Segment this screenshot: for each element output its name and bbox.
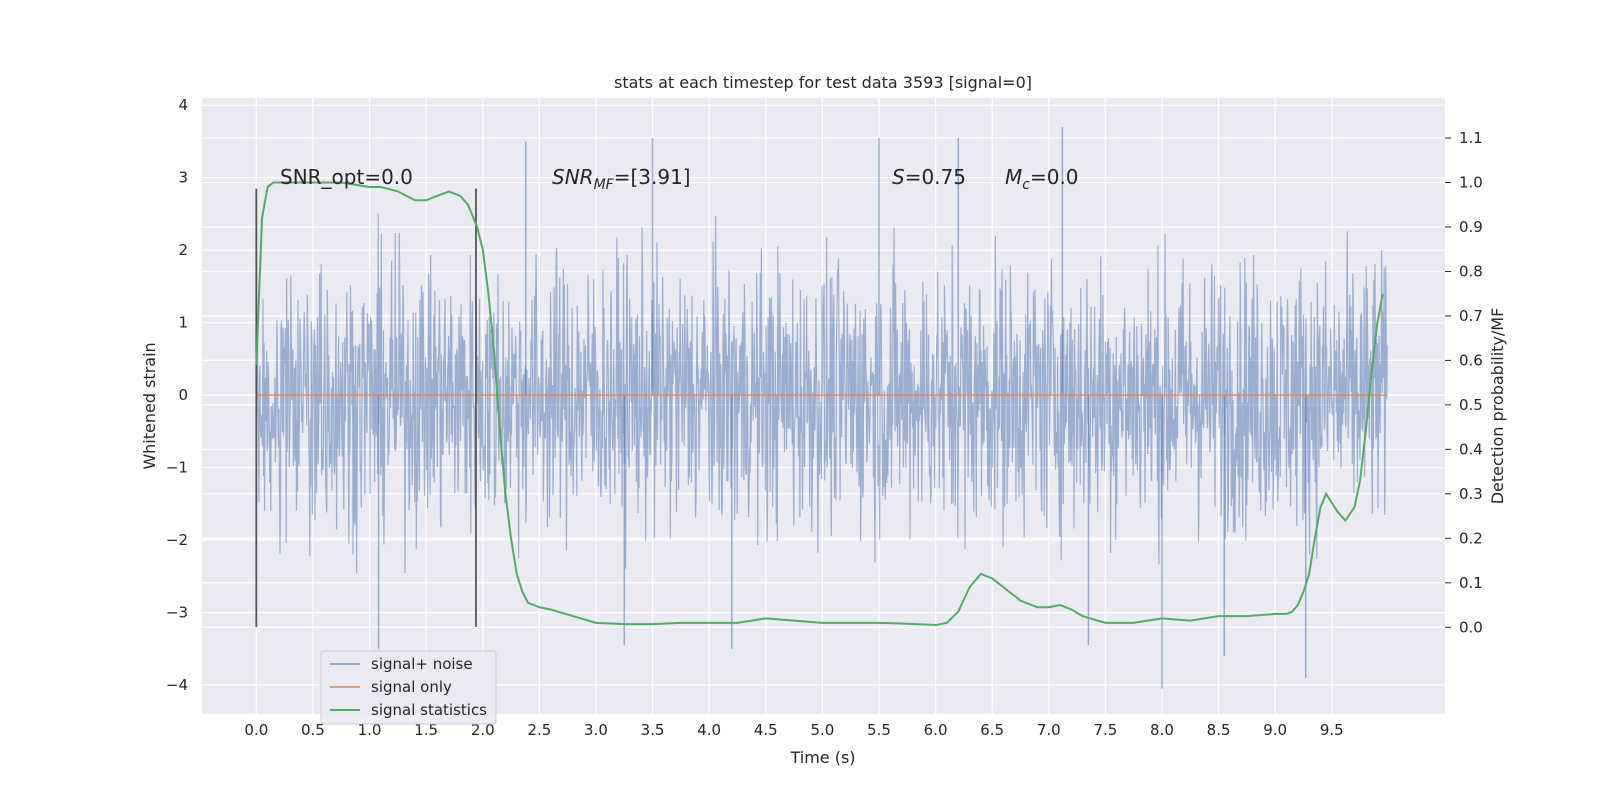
y-axis-label: Whitened strain <box>140 342 159 469</box>
annotations: SNR_opt=0.0 SNRMF=[3.91] S=0.75 Mc=0.0 <box>280 165 1079 193</box>
vertical-lines <box>255 188 477 628</box>
signal-noise-series <box>255 126 1388 689</box>
annotation-s-rest: =0.75 <box>905 165 966 189</box>
x-tick-label-11: 5.5 <box>867 721 891 739</box>
annotation-snr-mf-rest: =[3.91] <box>614 165 691 189</box>
y2-tick-label-11: 1.1 <box>1459 129 1483 147</box>
legend-label-signal-noise: signal+ noise <box>371 655 473 673</box>
x-tick-label-16: 8.0 <box>1150 721 1174 739</box>
legend-label-signal-statistics: signal statistics <box>371 701 487 719</box>
x-tick-label-8: 4.0 <box>697 721 721 739</box>
y2-tick-label-10: 1.0 <box>1459 174 1483 192</box>
legend-box <box>320 650 497 725</box>
annotation-s: S=0.75 <box>892 165 966 189</box>
annotation-s-main: S <box>892 165 905 189</box>
legend: signal+ noise signal only signal statist… <box>320 650 497 725</box>
x-tick-label-18: 9.0 <box>1263 721 1287 739</box>
annotation-snr-mf-main: SNR <box>552 165 594 189</box>
y-axis-ticks: −4 −3 −2 −1 0 1 2 3 4 <box>166 96 188 694</box>
y-tick-label-2: −2 <box>166 531 188 549</box>
y-tick-label-7: 3 <box>178 169 188 187</box>
y2-tick-label-8: 0.8 <box>1459 262 1483 280</box>
annotation-mc-main: M <box>1005 165 1022 189</box>
x-tick-label-6: 3.0 <box>584 721 608 739</box>
x-tick-label-2: 1.0 <box>358 721 382 739</box>
y-tick-label-8: 4 <box>178 96 188 114</box>
y2-axis-ticks: 0.0 0.1 0.2 0.3 0.4 0.5 0.6 0.7 0.8 0.9 1.0 1.1 <box>1445 129 1483 636</box>
x-tick-label-12: 6.0 <box>924 721 948 739</box>
x-tick-label-5: 2.5 <box>527 721 551 739</box>
x-tick-label-13: 6.5 <box>980 721 1004 739</box>
x-axis-label: Time (s) <box>789 748 855 767</box>
y2-tick-label-9: 0.9 <box>1459 218 1483 236</box>
y-tick-label-0: −4 <box>166 676 188 694</box>
chart-title: stats at each timestep for test data 359… <box>614 73 1032 92</box>
y2-tick-label-0: 0.0 <box>1459 618 1483 636</box>
x-tick-label-9: 4.5 <box>754 721 778 739</box>
y2-tick-label-1: 0.1 <box>1459 574 1483 592</box>
x-axis-ticks: 0.0 0.5 1.0 1.5 2.0 2.5 3.0 3.5 4.0 4.5 5.0 5.5 6.0 6… <box>244 721 1343 739</box>
x-tick-label-7: 3.5 <box>641 721 665 739</box>
y2-tick-label-4: 0.4 <box>1459 440 1483 458</box>
x-tick-label-17: 8.5 <box>1207 721 1231 739</box>
y2-tick-label-3: 0.3 <box>1459 485 1483 503</box>
y-tick-label-6: 2 <box>178 241 188 259</box>
x-tick-label-14: 7.0 <box>1037 721 1061 739</box>
signal-noise-line <box>255 213 1388 574</box>
x-tick-label-10: 5.0 <box>810 721 834 739</box>
y2-tick-label-7: 0.7 <box>1459 307 1483 325</box>
annotation-snr-mf-sub: MF <box>594 177 615 193</box>
y-tick-label-3: −1 <box>166 459 188 477</box>
annotation-mc-sub: c <box>1022 177 1030 193</box>
y2-tick-label-6: 0.6 <box>1459 351 1483 369</box>
y2-tick-label-5: 0.5 <box>1459 396 1483 414</box>
annotation-mc: Mc=0.0 <box>1005 165 1079 193</box>
signal-statistics-line <box>255 181 1384 627</box>
x-tick-label-3: 1.5 <box>414 721 438 739</box>
y-tick-label-1: −3 <box>166 604 188 622</box>
x-tick-label-1: 0.5 <box>301 721 325 739</box>
y2-tick-label-2: 0.2 <box>1459 529 1483 547</box>
y2-axis-label: Detection probability/MF <box>1488 308 1507 505</box>
y-tick-label-5: 1 <box>178 314 188 332</box>
signal-statistics-series <box>255 181 1384 627</box>
x-tick-label-15: 7.5 <box>1093 721 1117 739</box>
x-tick-label-19: 9.5 <box>1320 721 1344 739</box>
y-tick-label-4: 0 <box>178 386 188 404</box>
x-tick-label-4: 2.0 <box>471 721 495 739</box>
legend-label-signal-only: signal only <box>371 678 452 696</box>
annotation-mc-rest: =0.0 <box>1030 165 1079 189</box>
x-tick-label-0: 0.0 <box>244 721 268 739</box>
annotation-snr-opt: SNR_opt=0.0 <box>280 165 413 189</box>
annotation-snr-mf: SNRMF=[3.91] <box>552 165 691 193</box>
